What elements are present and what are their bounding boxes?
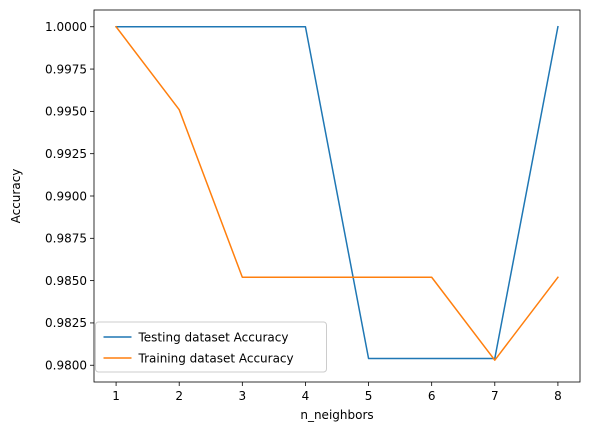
y-tick-label: 0.9825 — [45, 316, 87, 330]
x-tick-label: 1 — [112, 389, 120, 403]
y-tick-label: 0.9875 — [45, 232, 87, 246]
series-line-training — [115, 25, 559, 361]
x-tick-label: 6 — [428, 389, 436, 403]
legend: Testing dataset Accuracy Training dataset… — [95, 321, 327, 373]
x-axis-label: n_neighbors — [300, 408, 373, 422]
x-tick-label: 7 — [491, 389, 499, 403]
legend-entry: Testing dataset Accuracy — [138, 330, 289, 344]
y-axis-label: Accuracy — [9, 169, 23, 224]
x-axis: 1 2 3 4 5 6 7 8 — [112, 382, 562, 403]
x-tick-label: 8 — [554, 389, 562, 403]
y-tick-label: 0.9850 — [45, 274, 87, 288]
y-axis: 0.9800 0.9825 0.9850 0.9875 0.9900 0.9925 0.99… — [45, 20, 94, 373]
series-layer — [115, 25, 559, 361]
series-line-testing — [115, 25, 559, 360]
y-tick-label: 0.9975 — [45, 62, 87, 76]
y-tick-label: 0.9950 — [45, 105, 87, 119]
x-tick-label: 2 — [175, 389, 183, 403]
x-tick-label: 4 — [302, 389, 310, 403]
y-tick-label: 0.9925 — [45, 147, 87, 161]
y-tick-label: 1.0000 — [45, 20, 87, 34]
legend-entry: Training dataset Accuracy — [138, 351, 294, 365]
y-tick-label: 0.9800 — [45, 359, 87, 373]
x-tick-label: 5 — [365, 389, 373, 403]
x-tick-label: 3 — [239, 389, 247, 403]
y-tick-label: 0.9900 — [45, 189, 87, 203]
legend-box — [95, 321, 327, 373]
